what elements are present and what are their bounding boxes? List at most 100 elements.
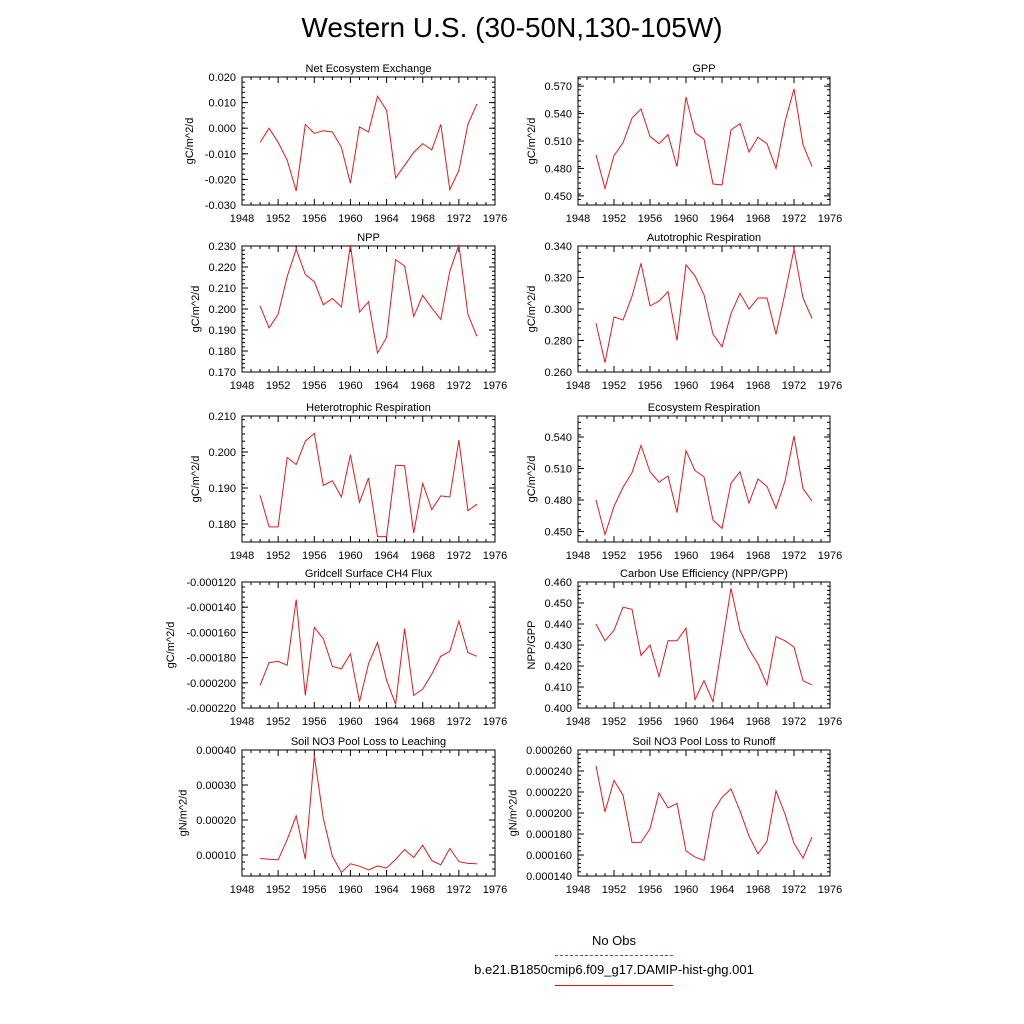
series-line — [259, 244, 478, 355]
x-tick-label: 1972 — [782, 884, 806, 896]
x-tick-label: 1968 — [746, 716, 770, 728]
x-tick-label: 1972 — [447, 550, 471, 562]
chart-panel: 1948 1952 1956 1960 1964 1968 1972 1976 -0.030 -0… — [184, 63, 507, 225]
x-tick-label: 1976 — [483, 884, 507, 896]
y-tick-label: 0.260 — [544, 367, 572, 379]
y-axis-label: gC/m^2/d — [165, 622, 177, 669]
y-axis-label: gC/m^2/d — [526, 286, 538, 333]
x-tick-label: 1960 — [674, 380, 698, 392]
x-tick-label: 1960 — [338, 213, 362, 225]
plot-frame — [241, 749, 496, 877]
y-axis-label: gC/m^2/d — [526, 118, 538, 165]
y-tick-label: 0.510 — [544, 136, 572, 148]
plot-frame — [577, 245, 831, 373]
x-tick-label: 1960 — [338, 716, 362, 728]
series-line — [260, 755, 477, 874]
x-tick-label: 1964 — [374, 380, 398, 392]
plot-frame — [241, 581, 496, 709]
y-axis-label: gC/m^2/d — [184, 118, 196, 165]
panel-title: Soil NO3 Pool Loss to Runoff — [633, 736, 777, 748]
legend-label-case: b.e21.B1850cmip6.f09_g17.DAMIP-hist-ghg.… — [474, 962, 754, 977]
x-tick-label: 1960 — [674, 213, 698, 225]
chart-panel: 1948 1952 1956 1960 1964 1968 1972 1976 0.260 0.2… — [526, 232, 842, 392]
y-tick-label: 0.480 — [544, 163, 572, 175]
y-tick-label: -0.000160 — [186, 627, 236, 639]
x-tick-label: 1968 — [410, 550, 434, 562]
y-tick-label: 0.410 — [544, 682, 572, 694]
y-axis-label: NPP/GPP — [526, 621, 538, 670]
y-tick-label: 0.000260 — [526, 745, 572, 757]
x-tick-label: 1952 — [266, 550, 290, 562]
x-tick-label: 1972 — [782, 380, 806, 392]
y-tick-label: 0.000180 — [526, 829, 572, 841]
x-tick-label: 1972 — [782, 716, 806, 728]
y-tick-label: 0.340 — [544, 241, 572, 253]
panel-title: Soil NO3 Pool Loss to Leaching — [291, 736, 446, 748]
x-tick-label: 1952 — [266, 380, 290, 392]
x-tick-label: 1960 — [674, 550, 698, 562]
series-line — [595, 249, 813, 363]
y-tick-label: 0.230 — [208, 241, 236, 253]
chart-panel: 1948 1952 1956 1960 1964 1968 1972 1976 0.180 0.1… — [190, 402, 507, 562]
x-tick-label: 1960 — [674, 716, 698, 728]
x-tick-label: 1976 — [818, 884, 842, 896]
x-tick-label: 1972 — [447, 213, 471, 225]
panel-title: NPP — [357, 232, 380, 244]
y-tick-label: 0.210 — [208, 283, 236, 295]
series-line — [595, 588, 813, 704]
x-tick-label: 1968 — [410, 380, 434, 392]
y-tick-label: 0.400 — [544, 703, 572, 715]
x-tick-label: 1956 — [302, 884, 326, 896]
y-tick-label: 0.450 — [544, 598, 572, 610]
x-tick-label: 1956 — [302, 550, 326, 562]
y-tick-label: 0.220 — [208, 262, 236, 274]
y-tick-label: 0.00040 — [196, 745, 236, 757]
x-tick-label: 1956 — [302, 716, 326, 728]
y-tick-label: 0.320 — [544, 273, 572, 285]
x-tick-label: 1968 — [746, 213, 770, 225]
x-tick-label: 1956 — [638, 716, 662, 728]
x-tick-label: 1968 — [410, 213, 434, 225]
x-tick-label: 1948 — [566, 213, 590, 225]
x-tick-label: 1960 — [674, 884, 698, 896]
y-tick-label: 0.280 — [544, 336, 572, 348]
chart-panel: 1948 1952 1956 1960 1964 1968 1972 1976 0.450 0.4… — [526, 63, 842, 225]
x-tick-label: 1952 — [266, 213, 290, 225]
chart-panel: 1948 1952 1956 1960 1964 1968 1972 1976 0.00010 0… — [178, 736, 508, 896]
x-tick-label: 1972 — [782, 213, 806, 225]
series-line — [595, 765, 813, 861]
legend-line-case — [555, 985, 673, 986]
y-tick-label: -0.020 — [205, 174, 236, 186]
x-tick-label: 1964 — [710, 884, 734, 896]
x-tick-label: 1952 — [266, 884, 290, 896]
y-axis-label: gC/m^2/d — [190, 286, 202, 333]
panel-title: Carbon Use Efficiency (NPP/GPP) — [620, 568, 788, 580]
x-tick-label: 1976 — [818, 550, 842, 562]
chart-panel: 1948 1952 1956 1960 1964 1968 1972 1976 0.400 0.4… — [526, 568, 842, 728]
panel-title: Ecosystem Respiration — [648, 402, 761, 414]
chart-panel: 1948 1952 1956 1960 1964 1968 1972 1976 0.170 0.1… — [190, 232, 507, 392]
x-tick-label: 1964 — [374, 213, 398, 225]
x-tick-label: 1948 — [230, 884, 254, 896]
y-axis-label: gC/m^2/d — [190, 456, 202, 503]
y-axis-label: gN/m^2/d — [507, 790, 519, 837]
x-tick-label: 1972 — [447, 884, 471, 896]
y-tick-label: 0.010 — [208, 98, 236, 110]
plot-frame — [577, 581, 831, 709]
x-tick-label: 1976 — [818, 716, 842, 728]
x-tick-label: 1960 — [338, 550, 362, 562]
legend-line-no-obs — [555, 955, 673, 956]
x-tick-label: 1976 — [818, 380, 842, 392]
x-tick-label: 1964 — [374, 716, 398, 728]
panel-title: GPP — [692, 63, 715, 75]
x-tick-label: 1968 — [746, 550, 770, 562]
y-tick-label: 0.200 — [208, 304, 236, 316]
x-tick-label: 1952 — [266, 716, 290, 728]
x-tick-label: 1952 — [602, 213, 626, 225]
y-tick-label: -0.000200 — [186, 678, 236, 690]
panel-title: Heterotrophic Respiration — [306, 402, 431, 414]
x-tick-label: 1976 — [483, 550, 507, 562]
y-tick-label: 0.190 — [208, 325, 236, 337]
y-tick-label: 0.00030 — [196, 780, 236, 792]
